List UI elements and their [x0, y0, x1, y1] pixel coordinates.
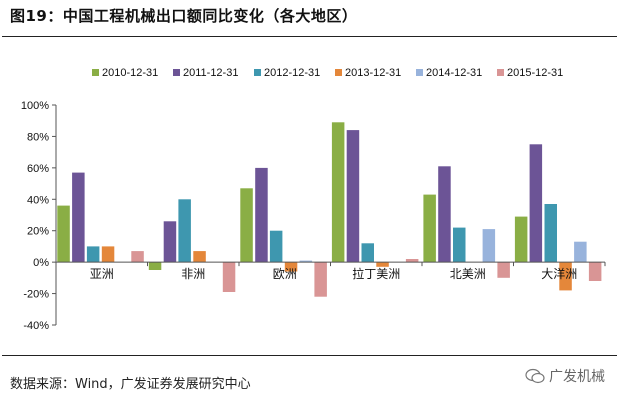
y-tick-label: 100%	[21, 100, 49, 112]
bar	[86, 246, 100, 263]
x-category-label: 亚洲	[90, 267, 114, 281]
legend-swatch	[335, 69, 342, 76]
legend-label: 2013-12-31	[345, 67, 401, 79]
legend-swatch	[497, 69, 504, 76]
bar	[376, 262, 389, 267]
bar	[148, 262, 162, 270]
bar	[482, 229, 496, 263]
bar	[361, 243, 374, 263]
y-tick-label: -20%	[23, 289, 49, 301]
bar	[314, 262, 327, 297]
y-tick-label: 60%	[27, 163, 49, 175]
x-category-label: 北美洲	[450, 267, 486, 281]
bar	[574, 241, 587, 263]
bar	[346, 130, 360, 263]
bar	[299, 260, 313, 263]
bar	[405, 259, 419, 263]
x-category-label: 欧洲	[273, 267, 297, 281]
bar	[255, 167, 268, 263]
y-tick-label: 20%	[27, 226, 49, 238]
bar	[57, 205, 70, 263]
chat-bubble-icon	[525, 368, 545, 384]
bar-chart: 2010-12-31 2011-12-31 2012-12-31 2013-12-31…	[21, 67, 606, 332]
legend-swatch	[92, 69, 99, 76]
y-tick-label: 80%	[27, 131, 49, 143]
y-tick-label: 0%	[33, 257, 49, 269]
legend-label: 2011-12-31	[183, 67, 238, 79]
bar	[269, 230, 283, 263]
source-note: 数据来源：Wind，广发证券发展研究中心	[10, 377, 251, 392]
legend-label: 2015-12-31	[507, 67, 563, 79]
bar	[222, 262, 236, 292]
figure-title: 图19：中国工程机械出口额同比变化（各大地区）	[10, 7, 358, 25]
bar	[101, 246, 115, 263]
bar	[453, 227, 466, 263]
legend-swatch	[254, 69, 261, 76]
bar	[131, 251, 144, 263]
bar	[497, 262, 510, 278]
bar	[240, 188, 253, 263]
bar	[588, 262, 602, 281]
y-tick-label: 40%	[27, 194, 49, 206]
bar	[423, 194, 436, 263]
bar	[163, 221, 177, 263]
y-axis: -40% -20% 0% 20% 40% 60% 80% 100%	[21, 100, 57, 332]
legend-swatch	[416, 69, 423, 76]
bar	[438, 166, 451, 263]
legend-label: 2012-12-31	[264, 67, 320, 79]
bar	[559, 262, 572, 291]
x-axis: 亚洲 非洲 欧洲 拉丁美洲 北美洲 大洋洲	[55, 261, 606, 281]
y-tick-label: -40%	[23, 320, 49, 332]
legend-label: 2010-12-31	[102, 67, 158, 79]
watermark: 广发机械	[525, 366, 605, 386]
x-category-label: 大洋洲	[541, 266, 577, 281]
bar	[529, 144, 543, 263]
bar	[178, 199, 191, 263]
bar	[72, 172, 85, 263]
bar	[284, 262, 298, 272]
x-category-label: 非洲	[181, 267, 205, 281]
bar	[331, 122, 345, 263]
bars	[57, 122, 602, 297]
bar	[544, 204, 557, 263]
legend-label: 2014-12-31	[426, 67, 482, 79]
legend-swatch	[173, 69, 180, 76]
chart-legend: 2010-12-31 2011-12-31 2012-12-31 2013-12-31…	[92, 67, 563, 79]
top-rule	[2, 36, 617, 37]
x-category-label: 拉丁美洲	[352, 266, 400, 281]
watermark-label: 广发机械	[549, 369, 605, 385]
bar	[514, 216, 528, 263]
bottom-rule	[2, 355, 617, 356]
bar	[193, 251, 206, 263]
